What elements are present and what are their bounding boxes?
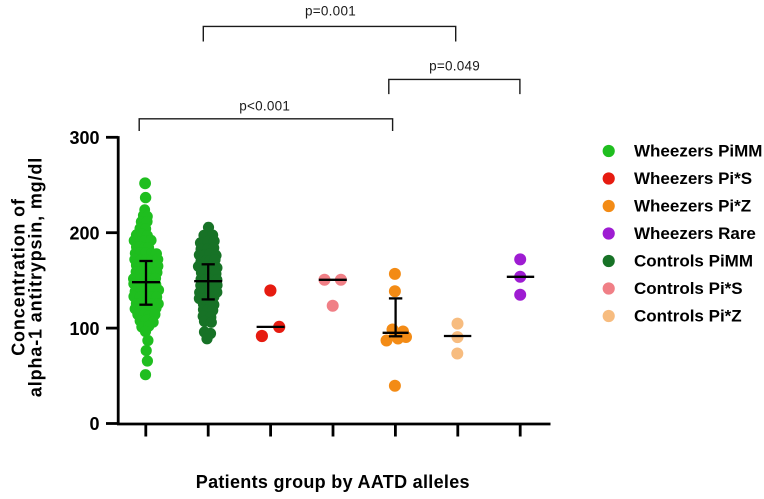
svg-text:Controls PiMM: Controls PiMM [634, 252, 753, 271]
svg-text:p=0.001: p=0.001 [305, 4, 356, 19]
svg-text:Wheezers PiMM: Wheezers PiMM [634, 142, 762, 161]
svg-text:alpha-1 antitrypsin, mg/dl: alpha-1 antitrypsin, mg/dl [25, 157, 45, 397]
svg-text:Patients group by AATD alleles: Patients group by AATD alleles [196, 472, 470, 492]
svg-text:Wheezers Pi*S: Wheezers Pi*S [634, 169, 752, 188]
svg-text:Controls Pi*Z: Controls Pi*Z [634, 307, 742, 326]
svg-text:p<0.001: p<0.001 [239, 99, 290, 114]
svg-text:Wheezers Rare: Wheezers Rare [634, 224, 756, 243]
svg-text:300: 300 [69, 128, 99, 148]
svg-text:100: 100 [69, 319, 99, 339]
svg-text:200: 200 [69, 223, 99, 243]
svg-text:Wheezers Pi*Z: Wheezers Pi*Z [634, 197, 751, 216]
svg-text:p=0.049: p=0.049 [429, 58, 480, 73]
svg-text:0: 0 [89, 414, 99, 434]
svg-text:Controls Pi*S: Controls Pi*S [634, 279, 743, 298]
svg-text:Concentration of: Concentration of [9, 198, 29, 356]
